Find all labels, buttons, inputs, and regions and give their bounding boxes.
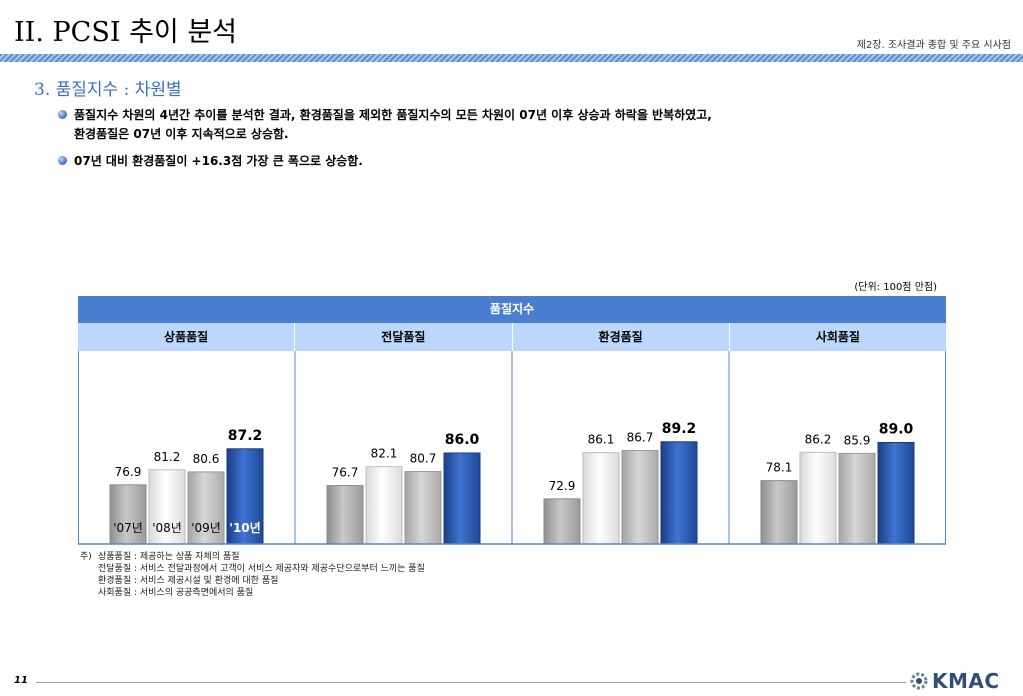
footer-divider [36, 682, 906, 683]
column-header-environment-quality: 환경품질 [512, 323, 730, 351]
data-label: 86.0 [445, 432, 480, 448]
data-label: 89.2 [662, 421, 697, 437]
kmac-logo: KMAC [908, 668, 1000, 694]
bar-1-group-3 [543, 498, 581, 545]
data-label: 82.1 [371, 447, 398, 461]
page-title: II. PCSI 추이 분석 [14, 17, 238, 48]
column-header-delivery-quality: 전달품질 [295, 323, 513, 351]
bar-2-group-2 [365, 466, 403, 545]
title-divider-band [0, 54, 1023, 62]
bar-3-group-4 [838, 452, 876, 545]
footnote-mark: 주) [80, 552, 92, 562]
year-label: '08년 [152, 521, 182, 535]
bar-2-group-3 [582, 452, 620, 545]
column-header-social-quality: 사회품질 [729, 323, 946, 351]
year-label: '09년 [191, 521, 221, 535]
footnote-line: 전달품질 : 서비스 전달과정에서 고객이 서비스 제공자와 제공수단으로부터 … [98, 564, 425, 574]
footnote: 주) 상품품질 : 제공하는 상품 자체의 품질 전달품질 : 서비스 전달과정… [80, 551, 425, 599]
section-title: 3. 품질지수 : 차원별 [34, 80, 182, 100]
bullet-text: 품질지수 차원의 4년간 추이를 분석한 결과, 환경품질을 제외한 품질지수의… [74, 108, 712, 122]
data-label: 76.9 [115, 465, 142, 479]
data-label: 72.9 [549, 479, 576, 493]
data-label: 86.2 [805, 432, 832, 446]
bar-3-group-2 [404, 471, 442, 545]
year-label: '07년 [113, 521, 143, 535]
data-label: 80.7 [410, 452, 437, 466]
column-header-product-quality: 상품품질 [78, 323, 296, 351]
bar-1-group-1 [109, 484, 147, 545]
page-number: 11 [14, 675, 28, 686]
data-label: 86.1 [588, 433, 615, 447]
chart-column-headers: 상품품질 전달품질 환경품질 사회품질 [78, 323, 946, 351]
data-label: 78.1 [766, 461, 793, 475]
chapter-label: 제2장. 조사결과 종합 및 주요 시사점 [856, 40, 1011, 51]
bar-2-group-4 [799, 451, 837, 545]
data-label: 85.9 [844, 433, 871, 447]
footnote-line: 상품품질 : 제공하는 상품 자체의 품질 [98, 552, 240, 562]
bar-1-group-4 [760, 480, 798, 545]
bullet-text: 환경품질은 07년 이후 지속적으로 상승함. [74, 127, 289, 141]
footnote-line: 사회품질 : 서비스의 공공측면에서의 품질 [98, 588, 254, 598]
bullet-item-1: 품질지수 차원의 4년간 추이를 분석한 결과, 환경품질을 제외한 품질지수의… [58, 106, 908, 144]
bar-3-group-3 [621, 450, 659, 545]
data-label: 80.6 [193, 452, 220, 466]
bullet-dot-icon [58, 110, 67, 119]
bar-4-group-1 [226, 448, 264, 545]
data-label: 87.2 [228, 428, 263, 444]
data-label: 89.0 [879, 422, 914, 438]
chart-table-header: 품질지수 [78, 296, 946, 323]
bullet-text: 07년 대비 환경품질이 +16.3점 가장 큰 폭으로 상승함. [74, 154, 363, 168]
logo-text: KMAC [932, 669, 1000, 693]
bar-4-group-3 [660, 441, 698, 545]
bar-1-group-2 [326, 485, 364, 545]
gear-logo-icon [910, 672, 928, 690]
bar-4-group-4 [877, 442, 915, 545]
data-label: 81.2 [154, 450, 181, 464]
bullet-dot-icon [58, 156, 67, 165]
unit-label: (단위: 100점 만점) [854, 282, 937, 293]
footnote-line: 환경품질 : 서비스 제공시설 및 환경에 대한 품질 [98, 576, 279, 586]
quality-index-bar-chart: 76.9 '07년 81.2 '08년 80.6 '09년 87.2 '10년 76.7 82.1… [78, 351, 946, 545]
year-label: '10년 [229, 521, 260, 535]
data-label: 86.7 [627, 431, 654, 445]
bullet-item-2: 07년 대비 환경품질이 +16.3점 가장 큰 폭으로 상승함. [58, 152, 908, 171]
bar-4-group-2 [443, 452, 481, 545]
data-label: 76.7 [332, 466, 359, 480]
bar-2-group-1 [148, 469, 186, 545]
